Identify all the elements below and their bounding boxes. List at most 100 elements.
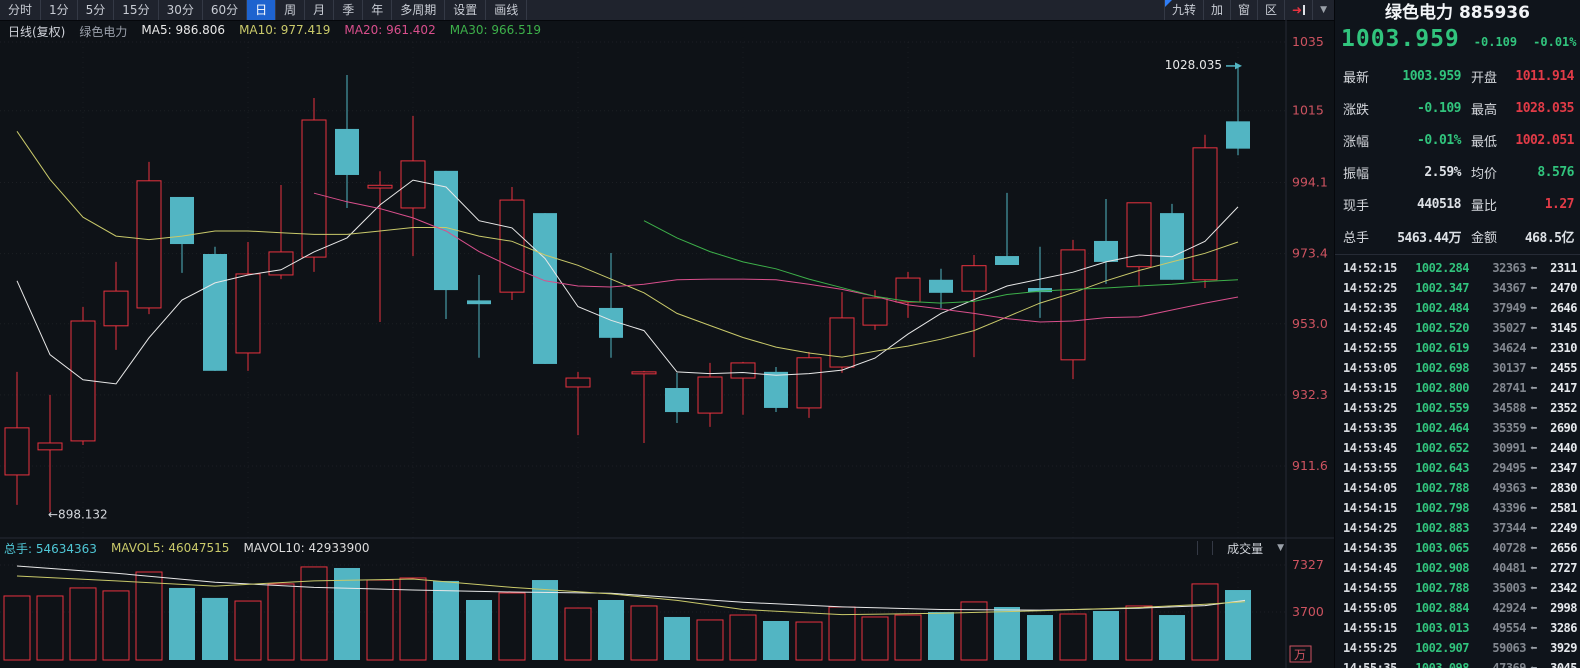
mavol10-legend: MAVOL10: 42933900 [243,541,370,555]
toolbar-dropdown-caret-icon[interactable]: ▼ [1312,0,1334,20]
price-change-percent: -0.01% [1533,35,1577,49]
info-value: 1028.035 [1515,100,1574,116]
period-button-周[interactable]: 周 [276,0,306,20]
tick-count: 2455 [1550,361,1577,375]
period-button-15分[interactable]: 15分 [114,0,159,20]
period-button-年[interactable]: 年 [363,0,393,20]
chart-area[interactable]: 1028.035 ←898.132 1035 1015 994.1 973.4 953.0 9… [0,20,1334,668]
period-button-季[interactable]: 季 [334,0,364,20]
tool-button-窗[interactable]: 窗 [1229,0,1257,20]
period-button-月[interactable]: 月 [305,0,335,20]
tick-price: 1002.284 [1415,261,1469,275]
tick-volume: 47369 [1492,661,1526,668]
price-change: -0.109 [1473,35,1518,49]
tick-volume: 37949 [1492,301,1526,315]
svg-text:973.4: 973.4 [1292,246,1328,261]
tick-row: 14:52:35 1002.484 37949 ⬅ 2646 [1335,298,1580,318]
info-label: 最高 [1471,102,1498,118]
nine-turn-marker-icon [1164,0,1172,7]
total-volume-legend: 总手: 54634363 [4,541,97,556]
volume-pane-header: 总手: 54634363 MAVOL5: 46047515 MAVOL10: 4… [4,539,1330,557]
tick-direction-arrow-icon: ⬅ [1530,621,1537,635]
tick-price: 1002.559 [1415,401,1469,415]
tick-count: 3286 [1550,621,1577,635]
tick-volume: 32363 [1492,261,1526,275]
tick-time: 14:55:05 [1343,601,1397,615]
tick-count: 2998 [1550,601,1577,615]
tick-time: 14:54:15 [1343,501,1397,515]
period-button-30分[interactable]: 30分 [159,0,203,20]
tool-button-区[interactable]: 区 [1257,0,1284,20]
tick-row: 14:53:15 1002.800 28741 ⬅ 2417 [1335,378,1580,398]
period-button-多周期[interactable]: 多周期 [392,0,446,20]
indicator-caret-icon[interactable]: ▼ [1277,543,1284,553]
tick-row: 14:55:25 1002.907 59063 ⬅ 3929 [1335,638,1580,658]
tick-price: 1002.884 [1415,601,1469,615]
svg-text:1028.035: 1028.035 [1165,58,1222,72]
info-value: 1.27 [1544,196,1575,212]
period-button-分时[interactable]: 分时 [0,0,42,20]
tick-price: 1002.907 [1415,641,1469,655]
ma20-legend: MA20: 961.402 [344,23,436,37]
tick-volume: 29495 [1492,461,1526,475]
tick-count: 2347 [1550,461,1577,475]
tick-direction-arrow-icon: ⬅ [1530,601,1537,615]
tick-row: 14:55:05 1002.884 42924 ⬅ 2998 [1335,598,1580,618]
info-value: 468.5亿 [1524,230,1575,246]
tick-row: 14:55:35 1003.098 47369 ⬅ 3045 [1335,658,1580,668]
quote-info-grid: 最新 1003.959 开盘 1011.914 涨跌 -0.109 最高 1028.035 涨幅… [1335,56,1580,252]
tick-count: 2646 [1550,301,1577,315]
tick-direction-arrow-icon: ⬅ [1530,381,1537,395]
tick-direction-arrow-icon: ⬅ [1530,481,1537,495]
period-button-60分[interactable]: 60分 [203,0,248,20]
info-value: 1011.914 [1515,68,1574,84]
period-button-日[interactable]: 日 [247,0,277,20]
tick-direction-arrow-icon: ⬅ [1530,281,1537,295]
tick-count: 2342 [1550,581,1577,595]
tick-time: 14:52:55 [1343,341,1397,355]
tick-volume: 43396 [1492,501,1526,515]
chart-mode-label: 日线(复权) [8,25,66,39]
quote-info-row: 涨幅 -0.01% 最低 1002.051 [1343,124,1575,156]
tick-direction-arrow-icon: ⬅ [1530,521,1537,535]
tick-price: 1002.800 [1415,381,1469,395]
indicator-selector-label[interactable]: 成交量 [1227,541,1264,556]
info-label: 均价 [1471,166,1498,182]
period-button-1分[interactable]: 1分 [41,0,78,20]
tick-price: 1002.908 [1415,561,1469,575]
tick-row: 14:54:35 1003.065 40728 ⬅ 2656 [1335,538,1580,558]
period-button-设置[interactable]: 设置 [445,0,487,20]
tick-price: 1002.643 [1415,461,1469,475]
candlestick-volume-chart[interactable]: 1028.035 ←898.132 1035 1015 994.1 973.4 953.0 9… [0,20,1334,668]
tick-count: 2690 [1550,421,1577,435]
jump-to-latest-icon[interactable]: ➜ [1284,0,1312,20]
quote-code: 885936 [1458,3,1530,23]
tool-button-加[interactable]: 加 [1202,0,1230,20]
info-label: 金额 [1471,230,1498,246]
toolbar-right-group: 九转加窗区 ➜ ▼ [1163,0,1334,20]
tick-direction-arrow-icon: ⬅ [1530,501,1537,515]
tick-price: 1002.464 [1415,421,1469,435]
tick-volume: 35027 [1492,321,1526,335]
indicator-selector[interactable]: 成交量 ▼ [1197,539,1284,557]
tick-time: 14:54:05 [1343,481,1397,495]
tick-trade-list: 14:52:15 1002.284 32363 ⬅ 2311 14:52:25 1002.3… [1335,258,1580,668]
tick-time: 14:52:45 [1343,321,1397,335]
period-buttons: 分时 1分 5分 15分 30分 60分日周月季年多周期 设置 画线 [0,0,528,20]
info-label: 最新 [1343,70,1370,86]
tick-price: 1002.798 [1415,501,1469,515]
svg-text:1015: 1015 [1292,103,1324,118]
quote-title: 绿色电力 885936 [1335,0,1580,24]
tick-time: 14:52:15 [1343,261,1397,275]
tick-count: 3045 [1550,661,1577,668]
tick-direction-arrow-icon: ⬅ [1530,341,1537,355]
quote-panel: 绿色电力 885936 1003.959 -0.109 -0.01% 最新 100… [1334,0,1580,668]
tick-count: 2249 [1550,521,1577,535]
svg-text:←898.132: ←898.132 [48,507,108,521]
period-button-画线[interactable]: 画线 [486,0,528,20]
period-button-5分[interactable]: 5分 [78,0,115,20]
tick-row: 14:52:15 1002.284 32363 ⬅ 2311 [1335,258,1580,278]
tool-button-九转[interactable]: 九转 [1163,0,1203,20]
tick-count: 2470 [1550,281,1577,295]
